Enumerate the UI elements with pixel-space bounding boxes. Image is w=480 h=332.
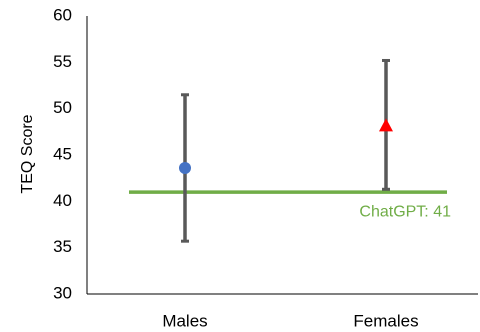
y-tick-label: 60 (53, 5, 72, 24)
y-tick-label: 40 (53, 191, 72, 210)
x-tick-label: Males (162, 311, 207, 330)
y-axis-label: TEQ Score (19, 114, 36, 193)
data-point-males (179, 161, 191, 174)
y-tick-label: 30 (53, 283, 72, 302)
y-tick-label: 35 (53, 237, 72, 256)
data-point-females (379, 118, 393, 132)
reference-layer: ChatGPT: 41 (129, 190, 451, 220)
y-tick-label: 50 (53, 98, 72, 117)
y-axis-ticks: 30 35 40 45 50 55 60 (53, 5, 72, 302)
y-axis-title: TEQ Score (19, 114, 36, 193)
plot-area (86, 16, 478, 295)
y-tick-label: 55 (53, 52, 72, 71)
reference-line-label: ChatGPT: 41 (359, 203, 451, 220)
markers (179, 118, 393, 174)
y-tick-label: 45 (53, 144, 72, 163)
x-axis-ticks: Males Females (162, 311, 418, 330)
x-tick-label: Females (353, 311, 418, 330)
